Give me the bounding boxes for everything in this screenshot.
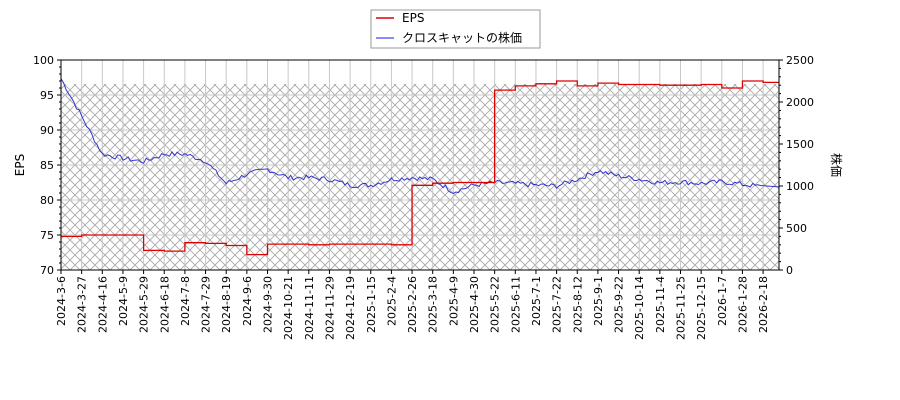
- y-tick-label: 95: [40, 89, 54, 102]
- y2-tick-label: 1000: [786, 180, 814, 193]
- y-tick-label: 100: [33, 54, 54, 67]
- x-tick-label: 2025-5-22: [489, 276, 502, 333]
- y2-tick-label: 2000: [786, 96, 814, 109]
- x-tick-label: 2024-4-16: [96, 276, 109, 333]
- x-tick-label: 2024-7-8: [179, 276, 192, 326]
- x-tick-label: 2025-7-1: [530, 276, 543, 326]
- y-tick-label: 75: [40, 229, 54, 242]
- y-tick-label: 85: [40, 159, 54, 172]
- x-tick-label: 2024-3-27: [76, 276, 89, 333]
- y2-tick-label: 2500: [786, 54, 814, 67]
- y-tick-label: 70: [40, 264, 54, 277]
- y2-tick-label: 500: [786, 222, 807, 235]
- x-tick-label: 2024-10-21: [282, 276, 295, 340]
- legend-eps-label: EPS: [402, 11, 424, 25]
- x-tick-label: 2025-2-26: [406, 276, 419, 333]
- x-tick-label: 2024-8-19: [220, 276, 233, 333]
- y2-tick-label: 0: [786, 264, 793, 277]
- x-axis: 2024-3-6 2024-3-27 2024-4-16 2024-5-9 2024-5…: [55, 270, 770, 340]
- y-tick-label: 90: [40, 124, 54, 137]
- x-tick-label: 2025-3-18: [427, 276, 440, 333]
- x-tick-label: 2024-3-6: [55, 276, 68, 326]
- legend: EPS クロスキャットの株価: [370, 9, 541, 49]
- x-tick-label: 2026-1-28: [736, 276, 749, 333]
- x-tick-label: 2025-11-4: [654, 276, 667, 333]
- x-tick-label: 2026-1-7: [716, 276, 729, 326]
- x-tick-label: 2026-2-18: [757, 276, 770, 333]
- x-tick-label: 2025-2-4: [385, 276, 398, 326]
- x-tick-label: 2025-11-25: [675, 276, 688, 340]
- x-tick-label: 2025-4-30: [468, 276, 481, 333]
- x-tick-label: 2025-10-14: [633, 276, 646, 340]
- x-tick-label: 2024-9-6: [241, 276, 254, 326]
- x-tick-label: 2025-9-22: [613, 276, 626, 333]
- x-tick-label: 2024-11-29: [323, 276, 336, 340]
- eps-line: [61, 80, 779, 256]
- x-tick-label: 2024-5-9: [117, 276, 130, 326]
- legend-box: [370, 9, 541, 49]
- y-axis-title-right: 株価: [829, 153, 844, 177]
- x-tick-label: 2024-5-29: [138, 276, 151, 333]
- y-tick-label: 80: [40, 194, 54, 207]
- y-axis-left: 70 75 80 85 90 95 100: [33, 54, 61, 277]
- y-axis-right: 0 500 1000 1500 2000 2500: [779, 54, 814, 277]
- x-tick-label: 2025-9-1: [592, 276, 605, 326]
- x-tick-label: 2025-1-15: [365, 276, 378, 333]
- x-tick-label: 2025-6-11: [509, 276, 522, 333]
- x-tick-label: 2025-12-15: [695, 276, 708, 340]
- x-tick-label: 2025-4-9: [447, 276, 460, 326]
- x-tick-label: 2024-11-11: [303, 276, 316, 340]
- legend-price-label: クロスキャットの株価: [402, 30, 522, 45]
- x-tick-label: 2025-8-12: [571, 276, 584, 333]
- y-axis-title-left: EPS: [13, 154, 27, 176]
- y2-tick-label: 1500: [786, 138, 814, 151]
- x-tick-label: 2024-12-19: [344, 276, 357, 340]
- x-tick-label: 2024-6-18: [158, 276, 171, 333]
- x-tick-label: 2025-7-22: [551, 276, 564, 333]
- price-line: [61, 78, 779, 195]
- x-tick-label: 2024-7-29: [200, 276, 213, 333]
- x-tick-label: 2024-9-30: [262, 276, 275, 333]
